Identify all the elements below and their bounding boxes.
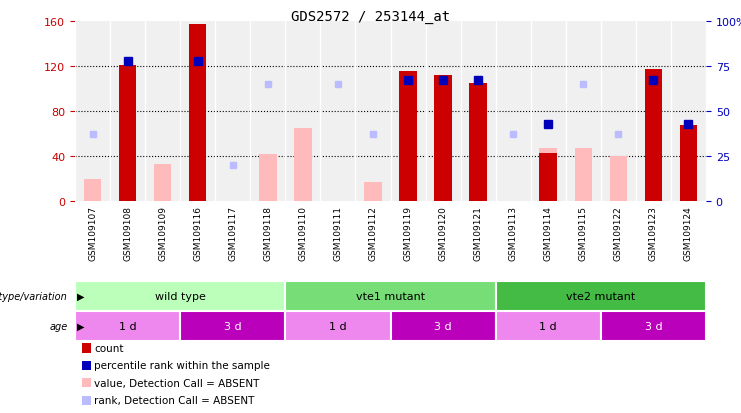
Text: GSM109108: GSM109108 xyxy=(123,206,132,260)
Text: 1 d: 1 d xyxy=(119,321,136,331)
Bar xyxy=(75,311,180,341)
Text: age: age xyxy=(50,321,67,331)
Text: GSM109118: GSM109118 xyxy=(263,206,272,260)
Text: GSM109120: GSM109120 xyxy=(439,206,448,260)
Text: GSM109111: GSM109111 xyxy=(333,206,342,260)
Bar xyxy=(434,76,452,202)
Bar xyxy=(365,183,382,202)
Bar xyxy=(399,71,416,202)
Bar xyxy=(75,281,285,311)
Bar xyxy=(119,66,136,202)
Bar xyxy=(496,281,706,311)
Bar xyxy=(610,157,627,202)
Bar xyxy=(154,164,171,202)
Bar xyxy=(180,311,285,341)
Text: GSM109124: GSM109124 xyxy=(684,206,693,260)
Text: GSM109109: GSM109109 xyxy=(158,206,167,260)
Text: GSM109112: GSM109112 xyxy=(368,206,377,260)
Text: 3 d: 3 d xyxy=(645,321,662,331)
Text: vte2 mutant: vte2 mutant xyxy=(566,291,636,301)
Bar xyxy=(574,149,592,202)
Text: 3 d: 3 d xyxy=(224,321,242,331)
Bar xyxy=(539,153,557,202)
Text: percentile rank within the sample: percentile rank within the sample xyxy=(94,361,270,370)
Text: GSM109117: GSM109117 xyxy=(228,206,237,260)
Text: 1 d: 1 d xyxy=(329,321,347,331)
Text: vte1 mutant: vte1 mutant xyxy=(356,291,425,301)
Bar xyxy=(285,281,496,311)
Text: 3 d: 3 d xyxy=(434,321,452,331)
Text: GSM109119: GSM109119 xyxy=(404,206,413,260)
Bar xyxy=(645,70,662,202)
Bar xyxy=(391,311,496,341)
Text: ▶: ▶ xyxy=(77,321,84,331)
Bar xyxy=(539,149,557,202)
Text: rank, Detection Call = ABSENT: rank, Detection Call = ABSENT xyxy=(94,395,255,405)
Text: GSM109121: GSM109121 xyxy=(473,206,482,260)
Text: GSM109107: GSM109107 xyxy=(88,206,97,260)
Text: 1 d: 1 d xyxy=(539,321,557,331)
Bar xyxy=(189,190,207,202)
Text: ▶: ▶ xyxy=(77,291,84,301)
Text: GSM109115: GSM109115 xyxy=(579,206,588,260)
Bar xyxy=(601,311,706,341)
Bar xyxy=(469,84,487,202)
Bar xyxy=(84,179,102,202)
Bar xyxy=(285,311,391,341)
Bar xyxy=(294,128,312,202)
Text: GSM109114: GSM109114 xyxy=(544,206,553,260)
Text: GDS2572 / 253144_at: GDS2572 / 253144_at xyxy=(291,10,450,24)
Text: genotype/variation: genotype/variation xyxy=(0,291,67,301)
Bar xyxy=(189,25,207,202)
Text: count: count xyxy=(94,343,124,353)
Text: wild type: wild type xyxy=(155,291,205,301)
Text: GSM109122: GSM109122 xyxy=(614,206,623,260)
Text: GSM109123: GSM109123 xyxy=(649,206,658,260)
Bar xyxy=(259,154,276,202)
Bar xyxy=(679,125,697,202)
Bar xyxy=(496,311,601,341)
Text: value, Detection Call = ABSENT: value, Detection Call = ABSENT xyxy=(94,378,259,388)
Text: GSM109116: GSM109116 xyxy=(193,206,202,260)
Text: GSM109113: GSM109113 xyxy=(508,206,518,260)
Text: GSM109110: GSM109110 xyxy=(299,206,308,260)
